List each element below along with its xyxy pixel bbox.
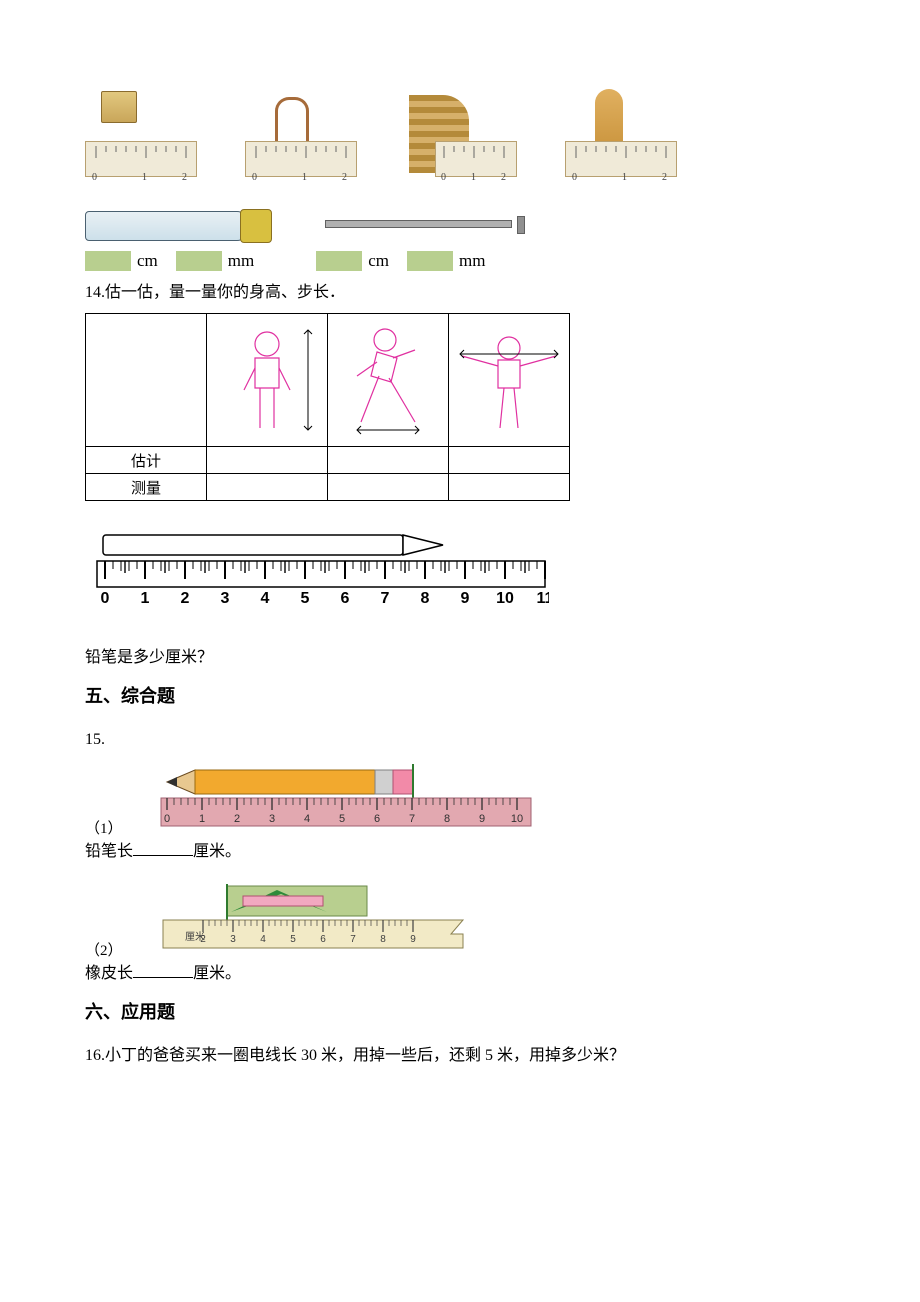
svg-text:4: 4 [260, 934, 266, 945]
ruler-clip: 0 1 2 [245, 85, 355, 185]
pen-icon [85, 205, 285, 243]
svg-text:2: 2 [181, 590, 190, 607]
fill-box-nail-mm[interactable] [407, 251, 453, 271]
estimate-step-cell[interactable] [328, 447, 449, 474]
svg-text:4: 4 [303, 813, 309, 825]
kid-standing-icon [212, 318, 322, 438]
svg-text:7: 7 [408, 813, 414, 825]
svg-text:10: 10 [496, 590, 514, 607]
svg-text:10: 10 [510, 813, 522, 825]
fill-box-pen-mm[interactable] [176, 251, 222, 271]
svg-text:9: 9 [461, 590, 470, 607]
estimate-armspan-cell[interactable] [449, 447, 570, 474]
table-cell-armspan-figure [449, 314, 570, 447]
table-cell-blank [86, 314, 207, 447]
mini-ruler-2 [245, 141, 357, 177]
eraser-on-ruler-figure: 23456789 厘米 [157, 882, 477, 952]
q15-sub2-row: （2） 23456789 厘米 [85, 878, 835, 960]
svg-text:7: 7 [350, 934, 356, 945]
ruler-cube: 0 1 2 [85, 85, 195, 185]
tick-1b: 1 [302, 172, 307, 183]
mini-ruler-1 [85, 141, 197, 177]
cube-icon [101, 91, 137, 123]
unit-mm-1: mm [228, 251, 254, 271]
svg-text:11: 11 [537, 590, 549, 607]
table-cell-step-figure [328, 314, 449, 447]
nail-icon [325, 214, 525, 234]
q15-pencil-blank[interactable] [133, 841, 193, 856]
q15-number: 15. [85, 731, 105, 748]
svg-text:3: 3 [268, 813, 274, 825]
svg-text:1: 1 [141, 590, 150, 607]
svg-text:6: 6 [341, 590, 350, 607]
tick-2b: 2 [342, 172, 347, 183]
fill-in-row: cm mm cm mm [85, 251, 835, 271]
ruler-unit-label: 厘米 [185, 930, 205, 943]
pen-nail-row [85, 205, 835, 243]
q16-text: 16.小丁的爸爸买来一圈电线长 30 米，用掉一些后，还剩 5 米，用掉多少米？ [85, 1042, 835, 1070]
tick-0b: 0 [252, 172, 257, 183]
svg-text:9: 9 [478, 813, 484, 825]
svg-text:0: 0 [101, 590, 110, 607]
kid-walking-icon [333, 318, 443, 438]
svg-text:6: 6 [320, 934, 326, 945]
row-label-estimate: 估计 [86, 447, 207, 474]
ruler-bullet: 0 1 2 [565, 85, 675, 185]
svg-text:8: 8 [443, 813, 449, 825]
svg-text:5: 5 [290, 934, 296, 945]
tick-0: 0 [92, 172, 97, 183]
table-cell-height-figure [207, 314, 328, 447]
table-row-measure: 测量 [86, 474, 570, 501]
kid-armspan-icon [454, 318, 564, 438]
q14-prompt: 14.估一估，量一量你的身高、步长． [85, 279, 835, 307]
measure-height-cell[interactable] [207, 474, 328, 501]
q15-eraser-answer: 橡皮长厘米。 [85, 960, 835, 988]
row-label-measure: 测量 [86, 474, 207, 501]
pencil-on-ruler-figure: 0 1 2 3 4 5 6 7 8 9 10 [157, 760, 537, 830]
svg-text:4: 4 [261, 590, 270, 607]
q15-sub1-label: （1） [85, 817, 123, 838]
small-rulers-row: 0 1 2 0 1 2 [85, 85, 835, 185]
svg-text:3: 3 [230, 934, 236, 945]
q15-pencil-answer: 铅笔长厘米。 [85, 838, 835, 866]
q15-eraser-blank[interactable] [133, 963, 193, 978]
fill-box-nail-cm[interactable] [316, 251, 362, 271]
measure-step-cell[interactable] [328, 474, 449, 501]
unit-cm-1: cm [137, 251, 158, 271]
svg-text:6: 6 [373, 813, 379, 825]
section-6-heading: 六、应用题 [85, 998, 835, 1024]
svg-text:2: 2 [233, 813, 239, 825]
svg-text:5: 5 [338, 813, 344, 825]
q15-sub1-row: （1） 0 1 2 3 4 5 6 7 8 9 10 [85, 756, 835, 838]
section-5-heading: 五、综合题 [85, 682, 835, 708]
clip-icon [275, 97, 309, 142]
mini-ruler-4 [565, 141, 677, 177]
big-pencil-ruler: 0 1 2 3 4 5 6 7 8 9 10 11 [89, 529, 549, 609]
q14-pencil-question: 铅笔是多少厘米？ [85, 644, 835, 672]
svg-text:5: 5 [301, 590, 310, 607]
q15-sub2-label: （2） [85, 939, 123, 960]
tick-1: 1 [142, 172, 147, 183]
unit-mm-2: mm [459, 251, 485, 271]
fill-box-pen-cm[interactable] [85, 251, 131, 271]
measure-armspan-cell[interactable] [449, 474, 570, 501]
svg-text:8: 8 [380, 934, 386, 945]
svg-text:8: 8 [421, 590, 430, 607]
q14-table: 估计 测量 [85, 313, 570, 501]
svg-text:9: 9 [410, 934, 416, 945]
worksheet-page: 0 1 2 0 1 2 [0, 0, 920, 1302]
unit-cm-2: cm [368, 251, 389, 271]
svg-text:1: 1 [198, 813, 204, 825]
ruler-screw: 0 1 2 [405, 85, 515, 185]
estimate-height-cell[interactable] [207, 447, 328, 474]
svg-text:0: 0 [163, 813, 169, 825]
table-row-estimate: 估计 [86, 447, 570, 474]
svg-text:3: 3 [221, 590, 230, 607]
svg-text:7: 7 [381, 590, 390, 607]
tick-2: 2 [182, 172, 187, 183]
table-row-images [86, 314, 570, 447]
